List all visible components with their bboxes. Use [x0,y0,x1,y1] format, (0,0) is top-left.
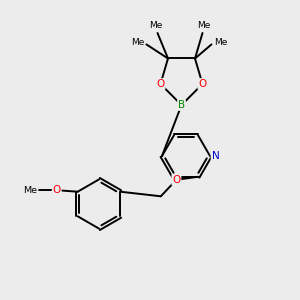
Text: Me: Me [131,38,144,47]
Text: O: O [198,79,207,89]
Text: Me: Me [214,38,227,47]
Text: Me: Me [197,21,211,30]
Text: N: N [212,151,219,161]
Text: Me: Me [149,21,163,30]
Text: B: B [178,100,185,110]
Text: O: O [52,185,61,195]
Text: Me: Me [23,186,37,195]
Text: O: O [172,175,181,185]
Text: O: O [156,79,165,89]
